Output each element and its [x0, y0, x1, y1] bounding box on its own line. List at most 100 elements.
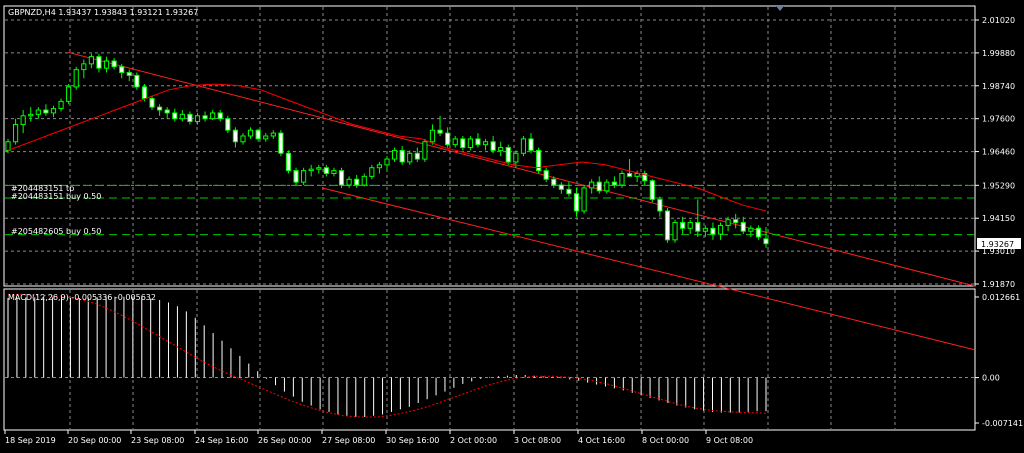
candle-down [96, 56, 102, 69]
candles [5, 53, 769, 248]
time-tick-label: 30 Sep 16:00 [386, 436, 439, 445]
candle-down [141, 86, 148, 99]
grid-lines [5, 7, 974, 429]
candle-up [407, 152, 413, 163]
candle-down [551, 178, 557, 186]
scroll-marker-icon[interactable] [776, 6, 784, 11]
main-price-panel [3, 5, 976, 287]
candle-up [58, 100, 64, 110]
price-tick-label: 1.94150 [982, 214, 1015, 223]
candle-down [225, 118, 231, 131]
candle-up [520, 138, 527, 154]
price-tick-label: 1.91870 [982, 280, 1015, 289]
candle-up [604, 181, 610, 192]
candle-up [391, 149, 398, 160]
candle-up [103, 60, 110, 69]
time-tick-label: 23 Sep 08:00 [131, 436, 184, 445]
candle-down [119, 66, 125, 74]
candle-down [338, 170, 345, 186]
candle-down [528, 138, 534, 151]
macd-header: MACD(12,26,9) -0.005336 -0.005632 [8, 293, 156, 302]
candle-down [172, 112, 178, 120]
candle-down [414, 152, 420, 160]
candle-up [73, 69, 79, 88]
candle-down [354, 178, 360, 186]
candle-down [278, 132, 284, 154]
candle-up [376, 164, 383, 169]
candle-up [581, 187, 587, 212]
candle-up [12, 123, 19, 143]
candle-up [467, 138, 473, 149]
time-tick-label: 24 Sep 16:00 [195, 436, 248, 445]
candle-down [445, 132, 451, 146]
candle-up [263, 135, 269, 140]
candle-down [490, 141, 496, 151]
time-tick-label: 20 Sep 00:00 [68, 436, 121, 445]
candle-up [35, 109, 41, 115]
candle-down [437, 129, 443, 134]
candle-down [755, 227, 762, 238]
candle-down [657, 198, 663, 212]
candle-down [232, 129, 238, 143]
candle-down [293, 170, 299, 183]
candle-down [187, 113, 193, 123]
candle-down [626, 172, 633, 177]
candle-up [748, 227, 754, 232]
order-label-buy-2: #205482605 buy 0.50 [11, 227, 101, 236]
candle-down [157, 106, 163, 111]
candle-down [164, 109, 170, 114]
candle-down [323, 167, 329, 174]
macd-series [7, 294, 767, 418]
macd-tick-label: 0.012661 [982, 293, 1020, 302]
trendlines [67, 51, 976, 351]
candle-up [331, 170, 337, 174]
candle-up [308, 168, 314, 172]
price-tick-label: 2.01020 [982, 16, 1015, 25]
candle-up [301, 170, 307, 183]
time-tick-label: 8 Oct 00:00 [642, 436, 689, 445]
candle-down [566, 188, 572, 195]
candle-up [725, 219, 731, 226]
candle-up [81, 63, 87, 71]
candle-up [20, 115, 26, 125]
candle-down [126, 72, 132, 76]
current-price-label: 1.93267 [981, 240, 1014, 249]
macd-axis: 0.012661 0.00 -0.007141 [975, 293, 1023, 428]
candle-up [702, 227, 708, 232]
macd-tick-label: -0.007141 [982, 419, 1023, 428]
candle-down [763, 238, 769, 245]
candle-up [50, 108, 57, 114]
candle-up [179, 113, 185, 120]
price-tick-label: 1.97600 [982, 115, 1015, 124]
time-tick-label: 4 Oct 16:00 [578, 436, 625, 445]
price-axis: 2.01020 1.99880 1.98740 1.97600 1.96460 1.952… [975, 16, 1015, 289]
candle-down [649, 180, 655, 200]
candle-down [710, 227, 716, 235]
candle-up [513, 152, 519, 163]
macd-tick-label: 0.00 [982, 374, 1000, 383]
candle-down [680, 222, 686, 229]
candle-down [285, 152, 292, 172]
order-label-buy-1: #204483151 buy 0.50 [11, 192, 101, 201]
candle-down [733, 219, 739, 224]
time-tick-label: 26 Sep 00:00 [258, 436, 311, 445]
macd-signal-line [8, 294, 767, 418]
candle-up [28, 113, 34, 117]
candle-down [149, 97, 155, 108]
candle-up [717, 224, 724, 235]
candle-down [543, 170, 549, 180]
order-lines [5, 184, 974, 236]
candle-up [210, 112, 216, 120]
moving-average [7, 83, 767, 212]
candle-up [384, 158, 390, 166]
candle-down [202, 115, 208, 120]
candle-up [369, 167, 375, 177]
candle-up [270, 132, 276, 137]
trendline [321, 187, 976, 351]
candle-down [664, 210, 671, 241]
candle-up [240, 135, 246, 143]
time-axis: 18 Sep 2019 20 Sep 00:00 23 Sep 08:00 24 Se… [4, 430, 753, 445]
time-tick-label: 2 Oct 00:00 [450, 436, 497, 445]
candle-up [422, 141, 428, 160]
